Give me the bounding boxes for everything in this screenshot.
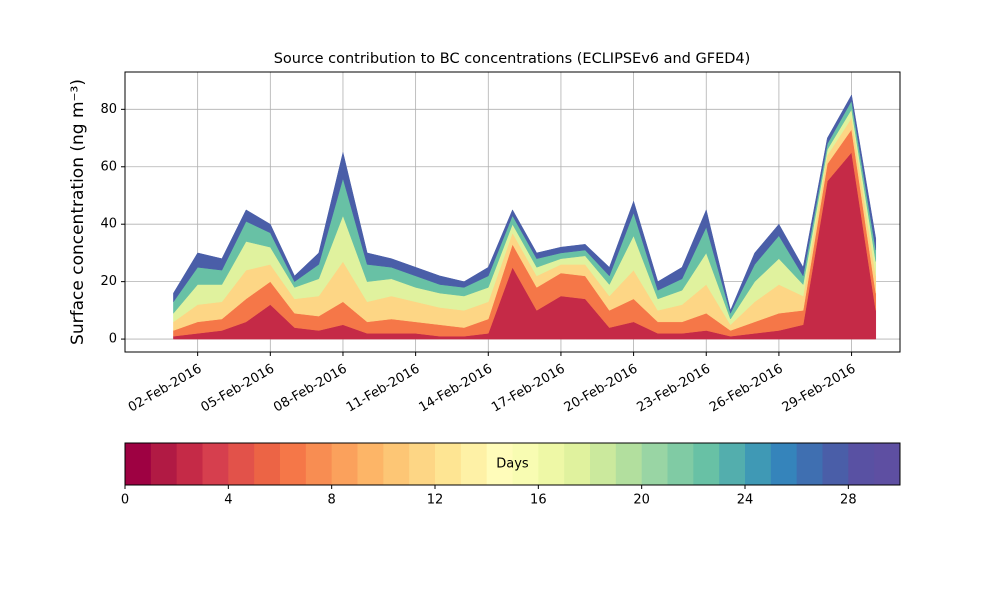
colorbar-tick-label: 4 [224, 493, 232, 508]
colorbar-tick-label: 28 [840, 493, 857, 508]
x-tick-label: 14-Feb-2016 [416, 362, 495, 416]
colorbar-label: Days [496, 457, 529, 472]
chart-title: Source contribution to BC concentrations… [274, 51, 751, 67]
colorbar-swatch [228, 443, 255, 485]
y-tick-label: 0 [109, 332, 117, 347]
colorbar-swatch [641, 443, 668, 485]
colorbar-tick-label: 16 [530, 493, 547, 508]
y-tick-label: 60 [100, 159, 117, 174]
colorbar-tick-label: 0 [121, 493, 129, 508]
colorbar-swatch [280, 443, 307, 485]
colorbar-swatch [254, 443, 281, 485]
x-tick-label: 26-Feb-2016 [707, 362, 786, 416]
colorbar-swatch [745, 443, 772, 485]
y-axis-label: Surface concentration (ng m⁻³) [68, 79, 88, 345]
x-tick-label: 11-Feb-2016 [344, 362, 423, 416]
x-tick-label: 23-Feb-2016 [634, 362, 713, 416]
colorbar-tick-label: 24 [737, 493, 754, 508]
x-tick-label: 20-Feb-2016 [562, 362, 641, 416]
colorbar-swatch [331, 443, 358, 485]
x-tick-label: 08-Feb-2016 [271, 362, 350, 416]
colorbar-swatch [512, 443, 539, 485]
plot-frame [124, 71, 901, 353]
x-tick-label: 29-Feb-2016 [780, 362, 859, 416]
colorbar-swatch [538, 443, 565, 485]
colorbar-swatch [383, 443, 410, 485]
x-tick-label: 02-Feb-2016 [126, 362, 205, 416]
colorbar-swatch [305, 443, 333, 485]
colorbar-swatch [693, 443, 720, 485]
colorbar-swatch [564, 443, 591, 485]
colorbar-tick-label: 8 [328, 493, 336, 508]
colorbar-swatch [486, 443, 513, 485]
colorbar-swatch [202, 443, 229, 485]
colorbar-swatch [874, 443, 901, 485]
colorbar-swatch [822, 443, 849, 485]
colorbar-swatch [357, 443, 384, 485]
colorbar-swatch [150, 443, 178, 485]
area-layer [173, 94, 877, 314]
x-tick-label: 17-Feb-2016 [489, 362, 568, 416]
y-tick-label: 20 [100, 274, 117, 289]
colorbar-swatch [125, 443, 152, 485]
colorbar-swatch [796, 443, 823, 485]
colorbar-swatch [719, 443, 746, 485]
colorbar-tick-label: 20 [633, 493, 650, 508]
colorbar-swatch [460, 443, 488, 485]
y-tick-label: 40 [100, 217, 117, 232]
colorbar-swatch [667, 443, 694, 485]
x-tick-label: 05-Feb-2016 [199, 362, 278, 416]
colorbar-swatch [435, 443, 462, 485]
colorbar-swatch [176, 443, 203, 485]
colorbar-swatch [615, 443, 643, 485]
y-tick-label: 80 [100, 102, 117, 117]
colorbar-swatch [409, 443, 436, 485]
colorbar-frame [124, 442, 901, 486]
colorbar-swatch [848, 443, 875, 485]
colorbar-tick-label: 12 [427, 493, 444, 508]
colorbar-swatch [770, 443, 798, 485]
colorbar-swatch [590, 443, 617, 485]
